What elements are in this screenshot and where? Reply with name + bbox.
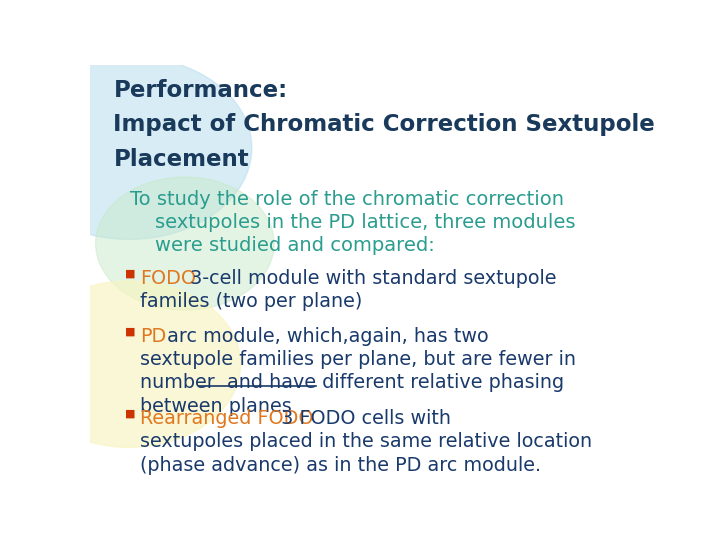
Text: sextupole families per plane, but are fewer in: sextupole families per plane, but are fe… bbox=[140, 350, 576, 369]
Text: 3-cell module with standard sextupole: 3-cell module with standard sextupole bbox=[184, 268, 556, 287]
Text: sextupoles in the PD lattice, three modules: sextupoles in the PD lattice, three modu… bbox=[130, 213, 576, 232]
Text: Impact of Chromatic Correction Sextupole: Impact of Chromatic Correction Sextupole bbox=[114, 113, 655, 137]
Text: ■: ■ bbox=[125, 268, 135, 279]
Text: To study the role of the chromatic correction: To study the role of the chromatic corre… bbox=[130, 190, 564, 208]
Circle shape bbox=[96, 177, 274, 310]
Text: number  and have different relative phasing: number and have different relative phasi… bbox=[140, 373, 564, 393]
Text: Rearranged FODO: Rearranged FODO bbox=[140, 409, 314, 428]
Circle shape bbox=[17, 281, 240, 447]
Text: FODO: FODO bbox=[140, 268, 197, 287]
Text: (phase advance) as in the PD arc module.: (phase advance) as in the PD arc module. bbox=[140, 456, 541, 475]
Text: ■: ■ bbox=[125, 327, 135, 337]
Text: PD: PD bbox=[140, 327, 166, 346]
Circle shape bbox=[6, 57, 252, 239]
Text: ■: ■ bbox=[125, 409, 135, 419]
Text: Performance:: Performance: bbox=[114, 79, 287, 103]
Text: were studied and compared:: were studied and compared: bbox=[130, 236, 435, 255]
Text: sextupoles placed in the same relative location: sextupoles placed in the same relative l… bbox=[140, 433, 593, 451]
Text: arc module, which,again, has two: arc module, which,again, has two bbox=[161, 327, 488, 346]
Text: 3 FODO cells with: 3 FODO cells with bbox=[275, 409, 451, 428]
Text: familes (two per plane): familes (two per plane) bbox=[140, 292, 363, 311]
Text: between planes: between planes bbox=[140, 396, 292, 416]
Text: Placement: Placement bbox=[114, 147, 249, 171]
